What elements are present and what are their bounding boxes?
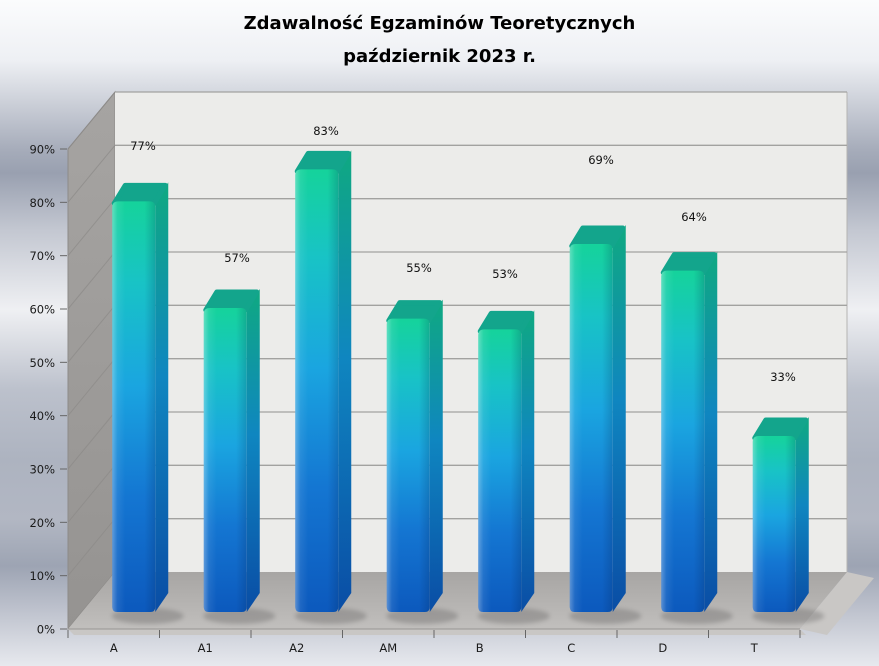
x-axis-label: D — [658, 641, 667, 655]
left-wall-gridline — [67, 358, 116, 416]
bar-front-sheen — [112, 201, 156, 612]
left-wall-gridline — [67, 465, 116, 523]
left-wall-gridline — [67, 305, 116, 363]
y-axis-label: 80% — [29, 196, 55, 210]
left-wall-gridline — [67, 198, 116, 256]
bar-side — [246, 289, 260, 612]
bar-side — [521, 310, 535, 612]
bar-top — [569, 225, 626, 249]
floor — [68, 572, 847, 629]
y-axis-label: 90% — [29, 143, 55, 157]
bar-side — [429, 299, 443, 612]
bar-C — [569, 225, 642, 624]
x-axis-label: AM — [379, 641, 397, 655]
bar-side — [155, 182, 169, 612]
y-axis-label: 10% — [29, 569, 55, 583]
bar-top — [294, 150, 351, 174]
bar-value-label: 77% — [130, 139, 156, 153]
bar-top — [386, 300, 443, 324]
bar-value-label: 64% — [681, 210, 707, 224]
left-wall-gridline — [67, 411, 116, 470]
x-axis-label: A2 — [289, 641, 304, 655]
y-axis-label: 50% — [29, 356, 55, 370]
left-wall-gridline — [67, 145, 116, 203]
bar-top — [752, 417, 809, 441]
chart-title-line1: Zdawalność Egzaminów Teoretycznych — [243, 13, 636, 34]
bar-value-label: 57% — [224, 251, 250, 265]
bar-A — [111, 182, 184, 624]
bar-front-sheen — [569, 244, 613, 612]
left-wall — [67, 90, 116, 631]
bar-value-label: 53% — [492, 267, 518, 281]
bar-side — [795, 417, 809, 612]
bar-front-sheen — [478, 329, 522, 612]
bar-value-label: 55% — [406, 261, 432, 275]
bar-front-sheen — [752, 436, 796, 612]
bar-top — [111, 182, 168, 206]
bar-top — [477, 310, 534, 334]
y-axis-label: 0% — [37, 623, 55, 637]
left-wall-gridline — [67, 91, 116, 150]
bar-side — [338, 150, 352, 612]
bar-value-label: 83% — [313, 124, 339, 138]
y-axis-label: 40% — [29, 409, 55, 423]
x-axis-label: C — [567, 641, 575, 655]
bar-top — [203, 289, 260, 313]
bar-front-sheen — [386, 318, 430, 612]
left-wall-gridline — [67, 518, 116, 576]
x-axis-label: A1 — [198, 641, 213, 655]
bar-D — [660, 251, 733, 624]
left-wall-gridline — [67, 251, 116, 310]
x-axis-label: A — [110, 641, 118, 655]
bar-front-sheen — [203, 308, 247, 612]
chart-title-line2: październik 2023 r. — [343, 46, 536, 67]
bar-AM — [386, 299, 459, 624]
x-axis-label: T — [750, 641, 759, 655]
bar-value-label: 69% — [588, 153, 614, 167]
bar-front-sheen — [295, 169, 339, 612]
bar-B — [477, 310, 550, 624]
bar-front-sheen — [661, 270, 705, 612]
x-axis-label: B — [476, 641, 484, 655]
chart-title: Zdawalność Egzaminów Teoretycznych paźdz… — [0, 7, 879, 73]
y-axis-label: 60% — [29, 303, 55, 317]
bar-A1 — [203, 289, 276, 624]
floor-edge-front — [68, 629, 806, 635]
bar-value-label: 33% — [770, 370, 796, 384]
bar-T — [752, 417, 825, 624]
y-axis-label: 30% — [29, 463, 55, 477]
bar-A2 — [294, 150, 367, 624]
y-axis-label: 70% — [29, 249, 55, 263]
bar-side — [612, 225, 626, 612]
bar-side — [704, 251, 718, 612]
y-axis-label: 20% — [29, 516, 55, 530]
bar-top — [660, 252, 717, 276]
